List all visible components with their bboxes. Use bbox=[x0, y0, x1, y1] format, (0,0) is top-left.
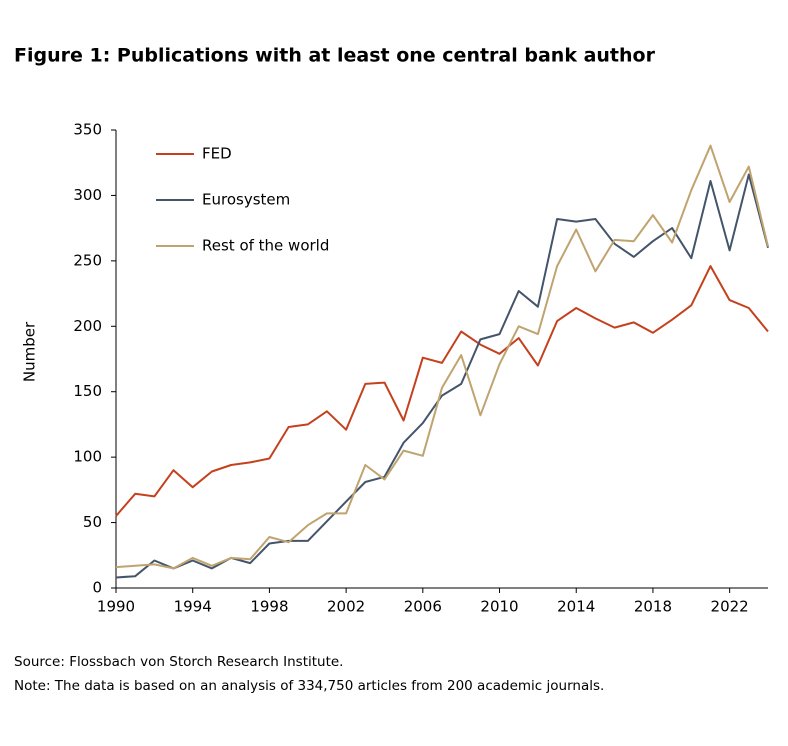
series-line bbox=[115, 173, 769, 579]
x-tick-label: 2014 bbox=[557, 598, 595, 616]
y-tick-label: 250 bbox=[73, 251, 102, 269]
legend-label: Eurosystem bbox=[202, 191, 290, 209]
y-axis-label: Number bbox=[21, 321, 39, 382]
y-tick-label: 150 bbox=[73, 382, 102, 400]
source: Source: Flossbach von Storch Research In… bbox=[14, 654, 343, 670]
x-tick-label: 2018 bbox=[634, 598, 672, 616]
x-tick-label: 1990 bbox=[97, 598, 135, 616]
note: Note: The data is based on an analysis o… bbox=[14, 678, 604, 694]
x-tick-label: 2002 bbox=[327, 598, 365, 616]
y-tick-label: 200 bbox=[73, 317, 102, 335]
y-tick-label: 100 bbox=[73, 448, 102, 466]
legend-label: FED bbox=[202, 145, 232, 163]
x-tick-label: 1994 bbox=[174, 598, 212, 616]
legend-label: Rest of the world bbox=[202, 237, 329, 255]
x-tick-label: 1998 bbox=[250, 598, 288, 616]
y-tick-label: 300 bbox=[73, 186, 102, 204]
chart-title: Figure 1: Publications with at least one… bbox=[14, 45, 656, 67]
x-tick-label: 2022 bbox=[711, 598, 749, 616]
y-tick-label: 50 bbox=[83, 513, 102, 531]
series-line bbox=[115, 265, 769, 517]
x-tick-label: 2006 bbox=[404, 598, 442, 616]
y-tick-label: 350 bbox=[73, 121, 102, 139]
x-tick-label: 2010 bbox=[480, 598, 518, 616]
y-tick-label: 0 bbox=[92, 579, 102, 597]
series-line bbox=[115, 144, 769, 570]
